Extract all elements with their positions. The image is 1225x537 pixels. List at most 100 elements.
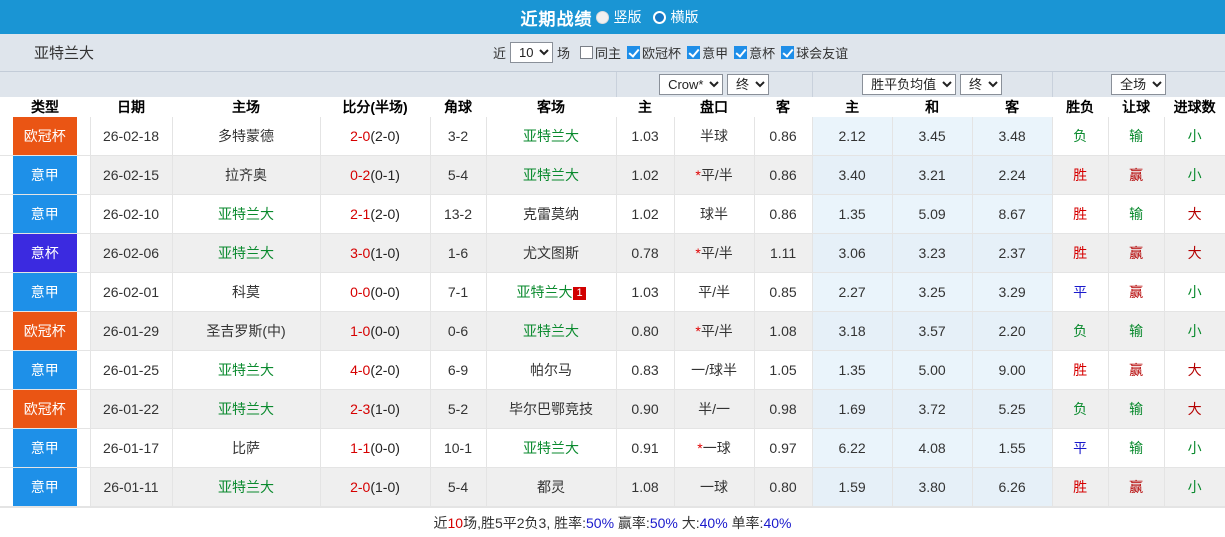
away-team[interactable]: 亚特兰大	[486, 117, 617, 156]
competition-badge[interactable]: 意甲	[12, 273, 77, 311]
table-row[interactable]: 欧冠杯 26-01-29 圣吉罗斯(中) 1-0(0-0) 0-6 亚特兰大 0.80 *平/…	[0, 311, 1225, 351]
match-type-cell[interactable]: 意甲	[0, 155, 91, 195]
col-header-ah-home[interactable]: 主	[638, 99, 653, 115]
radio-horizontal-view-label[interactable]: 横版	[670, 9, 699, 25]
euro-type-select[interactable]: 胜平负均值	[862, 74, 957, 95]
competition-badge[interactable]: 意甲	[12, 156, 77, 194]
away-team-name[interactable]: 亚特兰大	[523, 440, 580, 456]
home-team[interactable]: 亚特兰大	[172, 389, 321, 429]
col-header-away[interactable]: 客场	[537, 99, 566, 115]
match-type-cell[interactable]: 意甲	[0, 350, 91, 390]
away-team[interactable]: 毕尔巴鄂竞技	[486, 389, 617, 429]
score[interactable]: 1-0(0-0)	[320, 311, 431, 351]
col-header-date[interactable]: 日期	[117, 99, 145, 115]
home-team-name[interactable]: 拉齐奥	[225, 167, 267, 183]
competition-badge[interactable]: 欧冠杯	[12, 117, 77, 155]
recent-matches-select[interactable]: 10	[510, 42, 554, 63]
checkbox-ucl[interactable]	[627, 46, 641, 59]
away-team-name[interactable]: 都灵	[537, 479, 566, 495]
odds-phase-select[interactable]: 终	[726, 74, 769, 95]
checkbox-coppa[interactable]	[734, 46, 748, 59]
away-team[interactable]: 都灵	[486, 467, 617, 507]
away-team[interactable]: 帕尔马	[486, 350, 617, 390]
score[interactable]: 1-1(0-0)	[320, 428, 431, 468]
score[interactable]: 4-0(2-0)	[320, 350, 431, 390]
home-team-name[interactable]: 圣吉罗斯(中)	[206, 323, 286, 339]
checkbox-coppa-label[interactable]: 意杯	[749, 46, 776, 61]
checkbox-club-friendly-label[interactable]: 球会友谊	[796, 46, 849, 61]
table-row[interactable]: 意甲 26-01-11 亚特兰大 2-0(1-0) 5-4 都灵 1.08 一球 0.80 1.5…	[0, 467, 1225, 507]
score[interactable]: 0-0(0-0)	[320, 272, 431, 312]
col-header-result[interactable]: 胜负	[1066, 99, 1095, 115]
away-team[interactable]: 亚特兰大	[486, 155, 617, 195]
table-row[interactable]: 意甲 26-01-17 比萨 1-1(0-0) 10-1 亚特兰大 0.91 *一球 0.97 6…	[0, 428, 1225, 468]
scope-select[interactable]: 全场	[1111, 74, 1167, 95]
col-header-eu-home[interactable]: 主	[845, 99, 860, 115]
match-type-cell[interactable]: 意甲	[0, 467, 91, 507]
score[interactable]: 3-0(1-0)	[320, 233, 431, 273]
away-team[interactable]: 亚特兰大	[486, 311, 617, 351]
home-team-name[interactable]: 多特蒙德	[218, 128, 274, 144]
match-type-cell[interactable]: 意杯	[0, 233, 91, 273]
col-header-handicap[interactable]: 盘口	[700, 99, 729, 115]
checkbox-serie-a-label[interactable]: 意甲	[702, 46, 729, 61]
radio-horizontal-view[interactable]	[652, 10, 666, 24]
home-team-name[interactable]: 亚特兰大	[218, 206, 274, 222]
match-type-cell[interactable]: 意甲	[0, 428, 91, 468]
competition-badge[interactable]: 意甲	[12, 429, 77, 467]
away-team-name[interactable]: 亚特兰大	[523, 323, 580, 339]
table-row[interactable]: 意甲 26-02-01 科莫 0-0(0-0) 7-1 亚特兰大 1 1.03 平/半 0.85 2…	[0, 272, 1225, 312]
col-header-type[interactable]: 类型	[31, 99, 59, 115]
score[interactable]: 2-1(2-0)	[320, 194, 431, 234]
col-header-eu-draw[interactable]: 和	[925, 99, 940, 115]
home-team[interactable]: 亚特兰大	[172, 350, 321, 390]
table-row[interactable]: 意杯 26-02-06 亚特兰大 3-0(1-0) 1-6 尤文图斯 0.78 *平/半 1.1…	[0, 233, 1225, 273]
table-row[interactable]: 意甲 26-02-10 亚特兰大 2-1(2-0) 13-2 克雷莫纳 1.02 球半 0.86…	[0, 194, 1225, 234]
euro-phase-select[interactable]: 终	[960, 74, 1003, 95]
home-team[interactable]: 亚特兰大	[172, 233, 321, 273]
radio-vertical-view[interactable]	[595, 10, 609, 24]
radio-vertical-view-label[interactable]: 竖版	[613, 9, 642, 25]
match-type-cell[interactable]: 意甲	[0, 194, 91, 234]
home-team[interactable]: 拉齐奥	[172, 155, 321, 195]
away-team[interactable]: 亚特兰大 1	[486, 272, 617, 312]
col-header-eu-away[interactable]: 客	[1005, 99, 1020, 115]
competition-badge[interactable]: 欧冠杯	[12, 390, 77, 428]
table-row[interactable]: 欧冠杯 26-01-22 亚特兰大 2-3(1-0) 5-2 毕尔巴鄂竞技 0.90 半/一 0…	[0, 389, 1225, 429]
col-header-corner[interactable]: 角球	[444, 99, 472, 115]
away-team-name[interactable]: 帕尔马	[530, 362, 573, 378]
away-team[interactable]: 亚特兰大	[486, 428, 617, 468]
match-type-cell[interactable]: 欧冠杯	[0, 117, 91, 156]
away-team-name[interactable]: 亚特兰大	[523, 167, 580, 183]
away-team-name[interactable]: 毕尔巴鄂竞技	[509, 401, 594, 417]
away-team[interactable]: 尤文图斯	[486, 233, 617, 273]
competition-badge[interactable]: 意杯	[12, 234, 77, 272]
competition-badge[interactable]: 意甲	[12, 468, 77, 506]
score[interactable]: 2-0(2-0)	[320, 117, 431, 156]
competition-badge[interactable]: 欧冠杯	[12, 312, 77, 350]
score[interactable]: 0-2(0-1)	[320, 155, 431, 195]
checkbox-ucl-label[interactable]: 欧冠杯	[642, 46, 682, 61]
bookmaker-select[interactable]: Crow*	[659, 74, 724, 95]
home-team-name[interactable]: 亚特兰大	[218, 479, 274, 495]
col-header-goals[interactable]: 进球数	[1173, 99, 1216, 115]
home-team[interactable]: 圣吉罗斯(中)	[172, 311, 321, 351]
match-type-cell[interactable]: 欧冠杯	[0, 389, 91, 429]
checkbox-club-friendly[interactable]	[781, 46, 795, 59]
home-team-name[interactable]: 比萨	[232, 440, 260, 456]
home-team[interactable]: 科莫	[172, 272, 321, 312]
home-team-name[interactable]: 亚特兰大	[218, 245, 274, 261]
table-row[interactable]: 意甲 26-01-25 亚特兰大 4-0(2-0) 6-9 帕尔马 0.83 一/球半 1.05…	[0, 350, 1225, 390]
match-type-cell[interactable]: 欧冠杯	[0, 311, 91, 351]
away-team[interactable]: 克雷莫纳	[486, 194, 617, 234]
away-team-name[interactable]: 克雷莫纳	[523, 206, 580, 222]
col-header-score[interactable]: 比分(半场)	[342, 99, 408, 115]
col-header-home[interactable]: 主场	[232, 99, 260, 115]
home-team[interactable]: 比萨	[172, 428, 321, 468]
col-header-ah-away[interactable]: 客	[776, 99, 791, 115]
home-team-name[interactable]: 亚特兰大	[218, 362, 274, 378]
home-team[interactable]: 亚特兰大	[172, 194, 321, 234]
away-team-name[interactable]: 亚特兰大	[516, 284, 573, 300]
away-team-name[interactable]: 亚特兰大	[523, 128, 580, 144]
match-type-cell[interactable]: 意甲	[0, 272, 91, 312]
